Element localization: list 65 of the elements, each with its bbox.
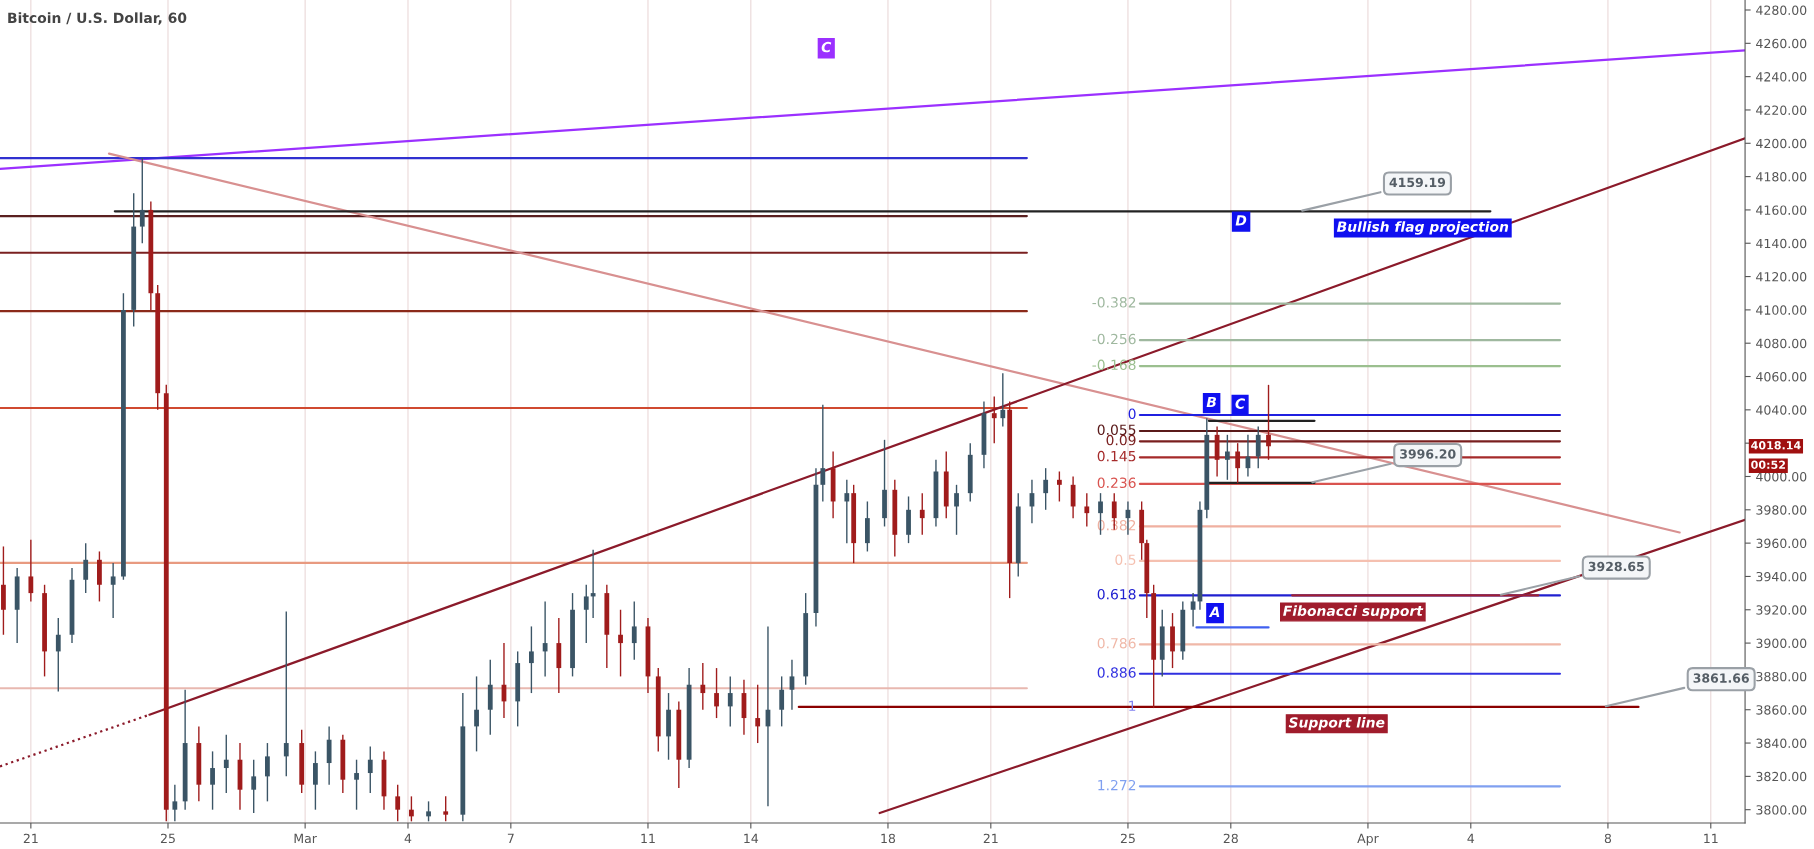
text: 00:52 (1751, 460, 1786, 469)
annotation: 3928.65 (1588, 561, 1644, 572)
y-tick-label: 4040.00 (1756, 405, 1807, 415)
series-label: 0.09 (1106, 434, 1136, 446)
x-tick-label: 8 (1604, 833, 1612, 844)
series-label: 0 (1128, 408, 1136, 420)
x-tick-label: Mar (294, 833, 317, 844)
y-tick-label: 3940.00 (1756, 571, 1807, 582)
annotation: C (1235, 398, 1246, 409)
y-tick-label: 4120.00 (1756, 272, 1807, 282)
annotation: A (1208, 606, 1220, 617)
annotation: Fibonacci support (1283, 605, 1424, 619)
x-tick-label: 18 (881, 833, 896, 844)
y-tick-label: 3980.00 (1756, 505, 1807, 515)
x-tick-label: 11 (641, 833, 655, 843)
annotation: Bullish flag projection (1336, 221, 1509, 235)
y-tick-label: 4100.00 (1756, 305, 1807, 315)
y-tick-label: 4280.00 (1756, 5, 1807, 15)
y-tick-label: 3860.00 (1756, 705, 1807, 715)
series-label: -0.382 (1092, 297, 1136, 308)
x-tick-label: 11 (1704, 833, 1718, 843)
y-tick-label: 3820.00 (1756, 771, 1807, 782)
x-tick-label: 14 (744, 833, 759, 843)
series-label: 0.618 (1097, 588, 1136, 600)
annotation: 4159.19 (1389, 177, 1446, 188)
y-tick-label: 4260.00 (1756, 38, 1807, 49)
series-label: 1.272 (1098, 779, 1136, 791)
series-label: 0.786 (1097, 637, 1136, 649)
x-tick-label: 25 (160, 833, 175, 844)
annotation: C (821, 41, 832, 53)
x-tick-label: 21 (23, 833, 38, 843)
y-tick-label: 3960.00 (1756, 538, 1807, 549)
y-tick-label: 4180.00 (1756, 172, 1807, 182)
y-tick-label: 4200.00 (1756, 138, 1807, 149)
y-tick-label: 3900.00 (1756, 638, 1807, 649)
y-tick-label: 3840.00 (1756, 738, 1807, 748)
annotation: 3861.66 (1693, 673, 1749, 683)
y-tick-label: 3920.00 (1756, 605, 1807, 615)
text: 4018.14 (1751, 441, 1801, 450)
annotation: B (1206, 396, 1217, 408)
x-tick-label: Apr (1357, 833, 1379, 846)
y-tick-label: 4160.00 (1756, 205, 1807, 215)
series-label: -0.256 (1092, 333, 1136, 345)
series-label: 0.5 (1115, 554, 1136, 565)
y-tick-label: 3880.00 (1756, 671, 1807, 682)
x-tick-label: 7 (507, 833, 514, 843)
y-tick-label: 3800.00 (1756, 805, 1807, 815)
series-label: 0.145 (1097, 450, 1136, 462)
annotation: Support line (1288, 716, 1385, 731)
y-tick-label: 4220.00 (1756, 105, 1807, 115)
y-tick-label: 4140.00 (1756, 238, 1807, 249)
series-label: 0.055 (1097, 424, 1136, 436)
y-tick-label: 4060.00 (1756, 372, 1807, 382)
x-tick-label: 21 (983, 833, 998, 843)
annotation: D (1235, 215, 1247, 226)
annotation: 3996.20 (1400, 449, 1456, 459)
y-tick-label: 4080.00 (1756, 338, 1807, 349)
series-label: 0.886 (1097, 667, 1136, 678)
x-tick-label: 28 (1223, 833, 1238, 844)
text: Bitcoin / U.S. Dollar, 60 (8, 12, 187, 25)
x-tick-label: 25 (1120, 833, 1135, 844)
series-label: 0.236 (1097, 477, 1136, 489)
x-tick-label: 4 (1467, 833, 1475, 843)
y-tick-label: 4240.00 (1756, 72, 1807, 82)
x-tick-label: 4 (404, 833, 412, 843)
